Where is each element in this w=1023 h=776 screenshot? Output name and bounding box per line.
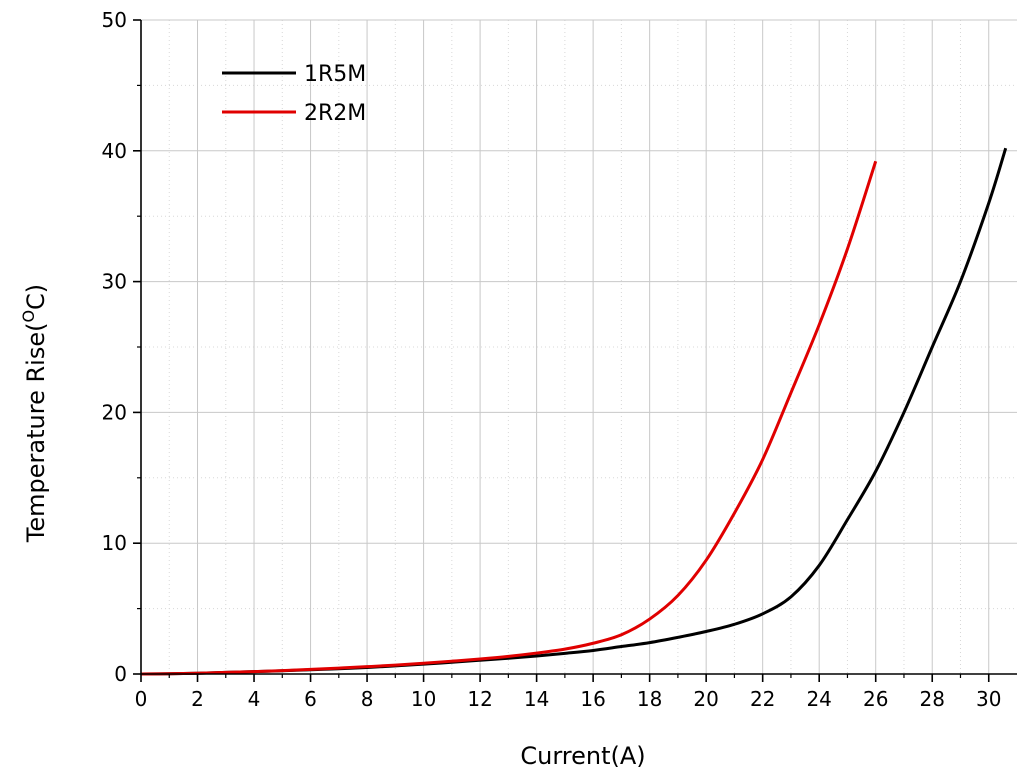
x-tick-label: 18 [637,687,662,711]
y-tick-label: 20 [102,400,127,424]
series-line-2r2m [140,160,878,676]
y-axis-title-main: Temperature Rise( [22,323,50,544]
y-tick-label: 30 [102,270,127,294]
x-tick-label: 20 [693,687,718,711]
y-tick-label: 40 [102,139,127,163]
grid [141,19,1017,674]
y-tick-label: 50 [102,8,127,32]
x-tick-label: 12 [467,687,492,711]
x-tick-label: 6 [304,687,317,711]
y-tick-label: 0 [114,662,127,686]
x-tick-label: 30 [976,687,1001,711]
x-tick-label: 22 [750,687,775,711]
legend-label-1r5m: 1R5M [304,62,366,87]
y-axis-title: Temperature Rise(OC) [19,284,50,543]
x-tick-label: 4 [248,687,261,711]
x-axis-title: Current(A) [520,742,645,770]
legend-label-2r2m: 2R2M [304,101,366,126]
y-axis-title-tail: C) [22,284,50,310]
x-tick-label: 14 [524,687,549,711]
x-tick-label: 0 [135,687,148,711]
series-lines [140,147,1008,676]
x-tick-label: 2 [191,687,204,711]
x-tick-label: 28 [919,687,944,711]
x-tick-label: 10 [411,687,436,711]
y-axis-title-sup: O [19,310,38,323]
y-tick-label: 10 [102,531,127,555]
x-tick-label: 24 [806,687,831,711]
x-tick-label: 8 [361,687,374,711]
x-tick-label: 26 [863,687,888,711]
x-tick-label: 16 [580,687,605,711]
legend: 1R5M 2R2M [222,62,366,126]
